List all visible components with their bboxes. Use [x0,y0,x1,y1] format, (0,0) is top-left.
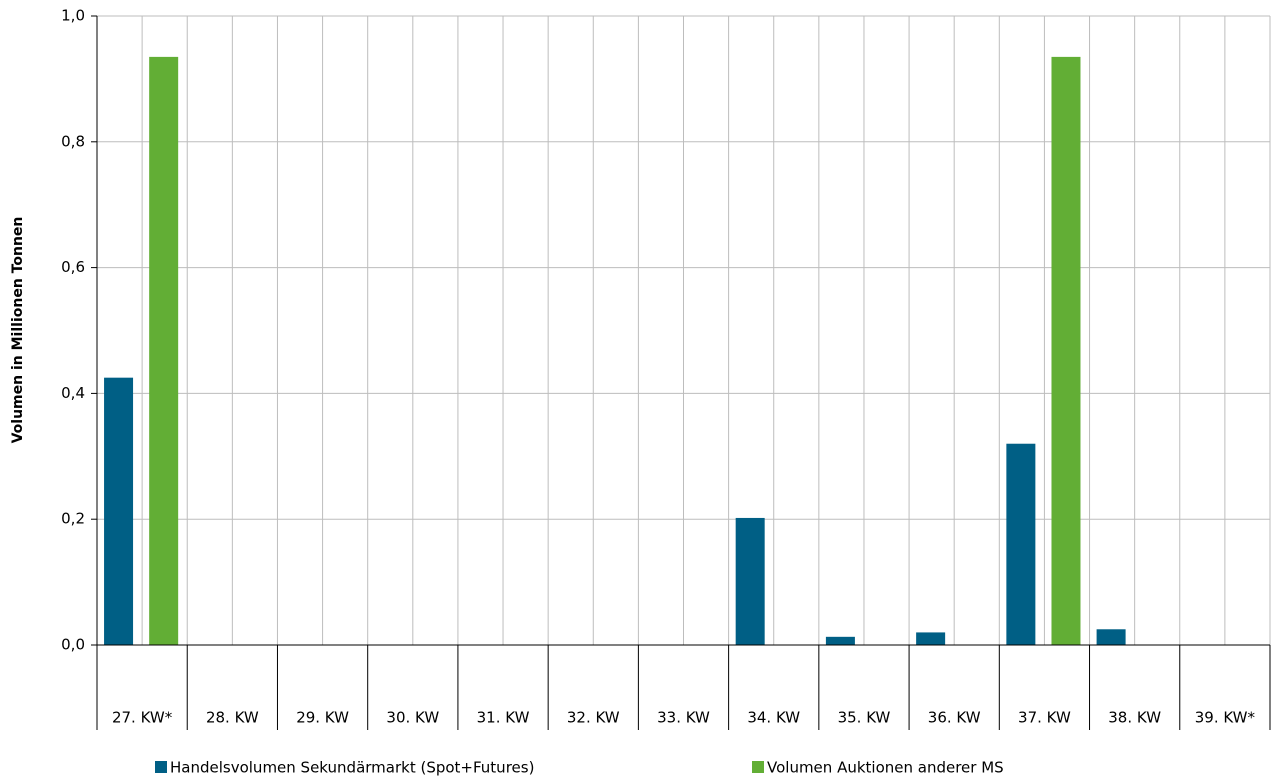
bar [1051,56,1081,645]
bar [825,636,855,645]
legend-swatch [752,761,764,773]
y-tick-label: 1,0 [61,7,85,25]
bar [1006,443,1036,645]
x-tick-label: 35. KW [838,709,891,727]
x-tick-label: 36. KW [928,709,981,727]
y-tick-label: 0,4 [61,384,85,402]
bar [104,377,134,645]
legend-label: Handelsvolumen Sekundärmarkt (Spot+Futur… [170,759,534,777]
x-tick-label: 34. KW [747,709,800,727]
x-tick-label: 32. KW [567,709,620,727]
x-tick-label: 28. KW [206,709,259,727]
x-tick-label: 29. KW [296,709,349,727]
x-tick-label: 30. KW [386,709,439,727]
x-tick-label: 33. KW [657,709,710,727]
x-tick-label: 39. KW* [1195,709,1256,727]
legend-swatch [155,761,167,773]
x-tick-label: 37. KW [1018,709,1071,727]
y-tick-label: 0,8 [61,132,85,150]
bar [149,56,179,645]
bar [1096,629,1126,645]
x-tick-label: 31. KW [477,709,530,727]
y-tick-label: 0,2 [61,510,85,528]
x-tick-label: 27. KW* [112,709,173,727]
x-tick-label: 38. KW [1108,709,1161,727]
y-tick-label: 0,0 [61,636,85,654]
y-axis-label: Volumen in Millionen Tonnen [10,217,26,444]
legend-label: Volumen Auktionen anderer MS [767,759,1004,777]
bar [735,517,765,645]
bar [916,632,946,645]
y-tick-label: 0,6 [61,258,85,276]
